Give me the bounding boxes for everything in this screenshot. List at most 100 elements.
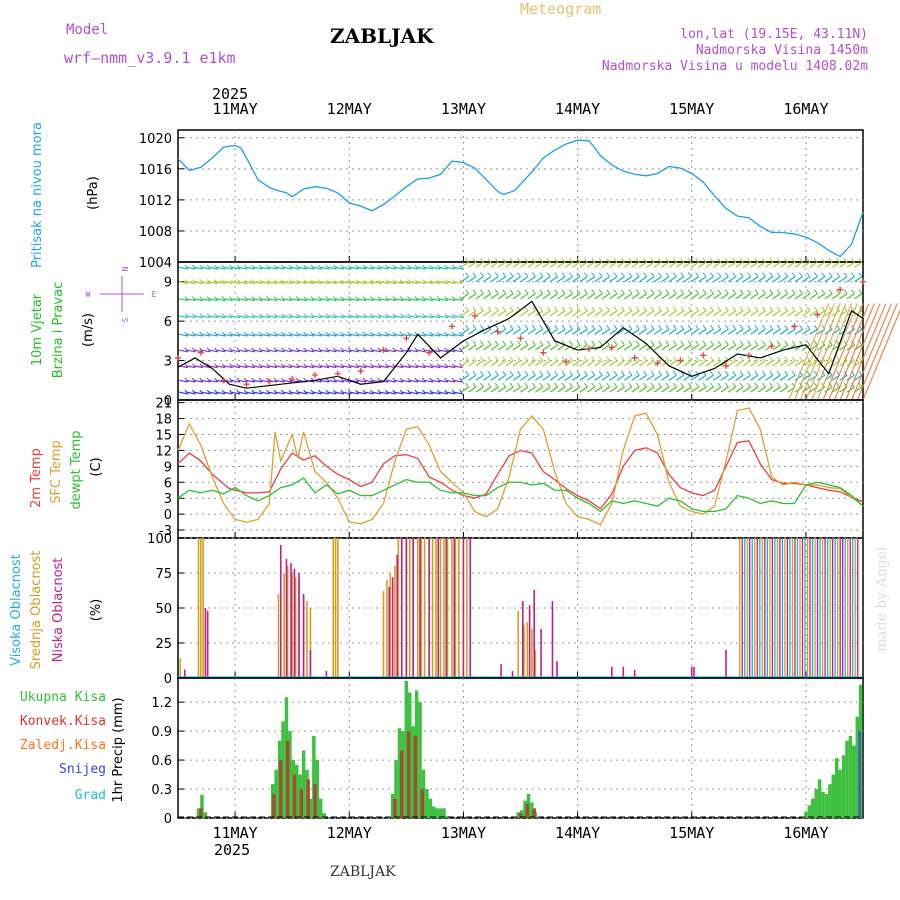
- wind-barb: [497, 374, 507, 381]
- wind-barb: [735, 276, 744, 283]
- wind-barb-flag: [546, 340, 551, 346]
- wind-barb: [342, 365, 352, 369]
- wind-barb: [238, 391, 248, 395]
- gust-marker: [631, 354, 638, 361]
- wind-barb-flag: [258, 313, 263, 318]
- wind-barb: [453, 379, 463, 383]
- wind-barb-flag: [643, 257, 648, 263]
- wind-barb-flag: [199, 389, 204, 395]
- wind-barb: [401, 391, 411, 395]
- model-altitude-label: Nadmorska Visina u modelu 1408.02m: [602, 59, 868, 74]
- wind-barb-flag: [303, 296, 308, 301]
- wind-barb: [475, 293, 484, 300]
- wind-barb-flag: [236, 389, 241, 395]
- wind-barb-flag: [266, 331, 270, 337]
- wind-barb: [186, 365, 196, 369]
- wind-barb-flag: [384, 347, 389, 353]
- wind-barb: [572, 374, 581, 381]
- wind-barb: [320, 379, 330, 383]
- wind-barb: [475, 386, 484, 393]
- wind-barb: [490, 328, 499, 335]
- wind-barb-flag: [288, 264, 293, 270]
- wind-barb: [594, 360, 603, 367]
- wind-barb: [245, 391, 255, 395]
- wind-barb: [846, 328, 855, 335]
- wind-barb: [297, 365, 307, 369]
- wind-barb-flag: [687, 356, 692, 362]
- wind-barb-flag: [199, 363, 204, 368]
- wind-barb: [772, 310, 781, 317]
- wind-barb: [520, 293, 529, 300]
- x-axis-bottom: 11MAY 12MAY 13MAY 14MAY 15MAY 16MAY: [213, 824, 829, 842]
- wind-barb: [379, 333, 389, 337]
- wind-barb-flag: [569, 340, 573, 346]
- wind-barb: [742, 386, 751, 393]
- wind-barb: [260, 281, 270, 285]
- wind-barb: [683, 360, 692, 367]
- wind-barb-flag: [598, 272, 603, 277]
- wind-barb-flag: [539, 356, 544, 362]
- rain-conv-bar: [420, 789, 425, 818]
- wind-barb-flag: [717, 257, 722, 263]
- wind-barb: [520, 374, 529, 381]
- wind-barb-flag: [724, 382, 729, 388]
- wind-barb-flag: [229, 331, 233, 337]
- wind-barb-flag: [591, 257, 596, 263]
- wind-barb-flag: [710, 272, 714, 277]
- wind-barb: [668, 344, 677, 351]
- wind-barb-flag: [628, 272, 633, 277]
- wind-barb: [564, 386, 573, 393]
- rain-total-bar: [530, 802, 534, 818]
- wind-barb-flag: [191, 296, 196, 301]
- wind-barb: [483, 344, 492, 351]
- wind-barb: [698, 374, 707, 381]
- wind-barb-flag: [480, 324, 484, 330]
- wind-barb: [572, 328, 581, 335]
- wind-barb: [371, 333, 382, 337]
- wind-barb: [750, 386, 759, 393]
- wind-barb-flag: [370, 279, 374, 284]
- wind-barb: [765, 360, 774, 367]
- wind-barb: [201, 298, 211, 302]
- wind-barb-flag: [429, 264, 434, 270]
- wind-barb: [371, 365, 382, 369]
- wind-barb: [275, 365, 285, 369]
- legend-hail: Grad: [75, 788, 106, 803]
- wind-barb: [609, 276, 618, 283]
- wind-barb: [742, 276, 751, 283]
- wind-barb-flag: [451, 377, 456, 383]
- wind-barb-flag: [658, 272, 662, 277]
- rain-total-bar: [811, 798, 815, 818]
- wind-barb-flag: [554, 324, 559, 330]
- wind-barb-flag: [620, 340, 625, 346]
- wind-barb: [179, 391, 189, 395]
- wind-barb-flag: [776, 257, 781, 263]
- wind-barb-flag: [591, 306, 596, 312]
- wind-barb-flag: [561, 382, 566, 388]
- rain-conv-bar: [306, 779, 310, 818]
- wind-barb-flag: [392, 279, 397, 284]
- wind-barb-flag: [806, 272, 811, 277]
- gust-marker: [494, 328, 501, 335]
- wind-barb-flag: [569, 257, 573, 263]
- wind-barb: [245, 266, 255, 270]
- wind-barb: [409, 266, 419, 270]
- wind-barb-flag: [680, 324, 685, 330]
- wind-barb: [520, 386, 529, 393]
- panel-frame: [177, 129, 864, 263]
- x-tick-label-top: 14MAY: [555, 100, 600, 118]
- wind-barb: [460, 276, 469, 283]
- wind-barb-flag: [799, 306, 803, 312]
- wind-barb: [527, 374, 536, 381]
- wind-barb: [757, 310, 766, 317]
- wind-barb: [742, 328, 751, 335]
- wind-barb: [446, 266, 456, 270]
- wind-barb: [490, 310, 499, 317]
- rain-total-bar: [848, 735, 853, 818]
- wind-barb: [483, 293, 492, 300]
- wind-barb: [268, 266, 278, 270]
- wind-barb-flag: [628, 306, 633, 312]
- wind-barb: [757, 344, 766, 351]
- rain-total-bar: [838, 769, 842, 818]
